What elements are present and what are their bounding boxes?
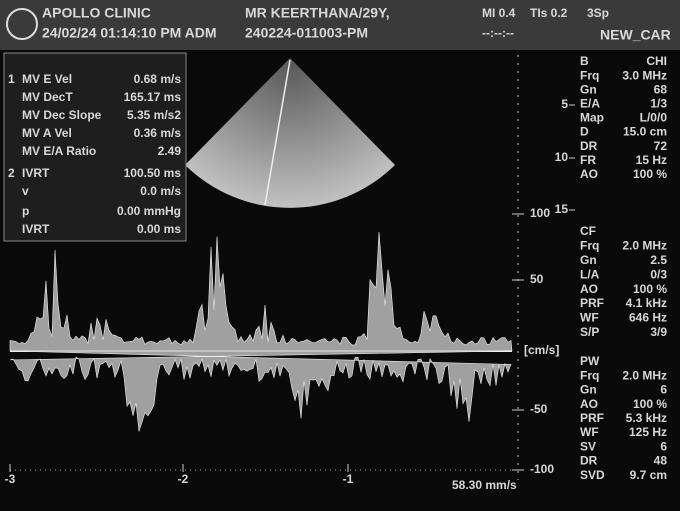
setting-value: 9.7 cm — [630, 468, 667, 482]
measurement-label: MV E Vel — [22, 72, 72, 86]
measurement-label: IVRT — [22, 222, 50, 236]
setting-value: 5.3 kHz — [626, 411, 667, 425]
velocity-tick-label: -50 — [530, 402, 548, 416]
setting-value: 68 — [654, 82, 668, 96]
time-tick-label: -1 — [343, 472, 354, 486]
setting-label: B — [580, 54, 589, 68]
setting-label: AO — [580, 282, 598, 296]
setting-value: 15 Hz — [636, 153, 667, 167]
preset: NEW_CAR — [600, 27, 671, 43]
setting-label: SVD — [580, 468, 605, 482]
measurement-label: MV E/A Ratio — [22, 144, 96, 158]
velocity-tick-label: 50 — [530, 272, 544, 286]
measurement-value: 5.35 m/s2 — [127, 108, 181, 122]
mi: MI 0.4 — [482, 6, 516, 20]
measurement-value: 165.17 ms — [124, 90, 182, 104]
setting-label: FR — [580, 153, 596, 167]
setting-label: AO — [580, 167, 598, 181]
setting-label: DR — [580, 454, 598, 468]
setting-label: Gn — [580, 383, 597, 397]
setting-value: 3/9 — [650, 325, 667, 339]
setting-value: CHI — [646, 54, 667, 68]
setting-label: Gn — [580, 253, 597, 267]
tis: TIs 0.2 — [530, 6, 568, 20]
measurement-value: 2.49 — [158, 144, 182, 158]
setting-value: 2.0 MHz — [622, 239, 667, 253]
setting-value: 2.5 — [650, 253, 667, 267]
settings-title: CF — [580, 224, 596, 238]
setting-value: 100 % — [633, 397, 667, 411]
setting-label: Gn — [580, 82, 597, 96]
setting-value: L/0/0 — [640, 111, 668, 125]
measurement-label: IVRT — [22, 166, 50, 180]
setting-label: E/A — [580, 96, 600, 110]
ultrasound-screen: APOLLO CLINIC 24/02/24 01:14:10 PM ADM M… — [0, 0, 680, 511]
setting-value: 3.0 MHz — [622, 68, 667, 82]
velocity-tick-label: -100 — [530, 462, 554, 476]
timer: --:--:-- — [482, 26, 514, 40]
setting-value: 0/3 — [650, 267, 667, 281]
setting-value: 72 — [654, 139, 668, 153]
measurement-label: MV DecT — [22, 90, 73, 104]
setting-value: 15.0 cm — [623, 125, 667, 139]
measurement-value: 0.00 mmHg — [117, 204, 181, 218]
measurement-value: 100.50 ms — [124, 166, 182, 180]
depth-tick-label: 15 — [555, 202, 569, 216]
setting-value: 6 — [660, 439, 667, 453]
time-tick-label: -2 — [178, 472, 189, 486]
setting-value: 1/3 — [650, 96, 667, 110]
setting-value: 2.0 MHz — [622, 368, 667, 382]
patient: MR KEERTHANA/29Y, — [245, 5, 390, 21]
measurement-index: 1 — [8, 72, 15, 86]
setting-label: Map — [580, 111, 604, 125]
setting-label: Frq — [580, 68, 599, 82]
velocity-tick-label: 100 — [530, 206, 550, 220]
depth-tick-label: 5 — [561, 97, 568, 111]
measurement-value: 0.00 ms — [137, 222, 181, 236]
setting-label: Frq — [580, 368, 599, 382]
setting-value: 646 Hz — [629, 311, 667, 325]
measurement-index: 2 — [8, 166, 15, 180]
setting-label: Frq — [580, 239, 599, 253]
measurement-label: MV A Vel — [22, 126, 72, 140]
velocity-unit: [cm/s] — [524, 343, 559, 357]
setting-value: 6 — [660, 383, 667, 397]
setting-label: WF — [580, 311, 599, 325]
datetime: 24/02/24 01:14:10 PM ADM — [42, 25, 217, 41]
settings-title: PW — [580, 354, 600, 368]
setting-label: PRF — [580, 296, 604, 310]
setting-label: L/A — [580, 267, 600, 281]
probe: 3Sp — [587, 6, 609, 20]
setting-value: 100 % — [633, 167, 667, 181]
setting-value: 48 — [654, 454, 668, 468]
measurement-label: p — [22, 204, 29, 218]
setting-label: PRF — [580, 411, 604, 425]
measurement-label: MV Dec Slope — [22, 108, 102, 122]
setting-label: AO — [580, 397, 598, 411]
measurement-label: v — [22, 184, 29, 198]
setting-label: S/P — [580, 325, 599, 339]
measurement-value: 0.0 m/s — [140, 184, 181, 198]
setting-label: WF — [580, 425, 599, 439]
time-tick-label: -3 — [5, 472, 16, 486]
measurement-value: 0.68 m/s — [134, 72, 182, 86]
measurement-value: 0.36 m/s — [134, 126, 182, 140]
setting-value: 4.1 kHz — [626, 296, 667, 310]
sweep-speed: 58.30 mm/s — [452, 478, 517, 492]
setting-label: SV — [580, 439, 596, 453]
clinic: APOLLO CLINIC — [42, 5, 151, 21]
depth-tick-label: 10 — [555, 150, 569, 164]
setting-value: 100 % — [633, 282, 667, 296]
setting-label: D — [580, 125, 589, 139]
setting-label: DR — [580, 139, 598, 153]
exam-id: 240224-011003-PM — [245, 25, 368, 41]
setting-value: 125 Hz — [629, 425, 667, 439]
